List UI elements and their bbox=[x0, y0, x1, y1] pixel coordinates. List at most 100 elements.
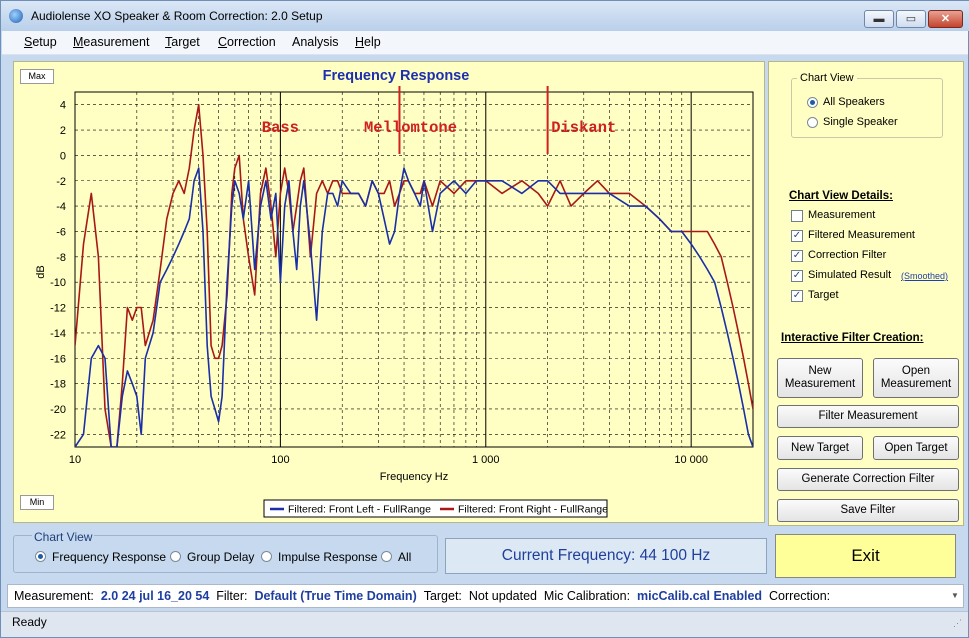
frequency-response-label: Frequency Response bbox=[52, 550, 167, 564]
series-line[interactable] bbox=[75, 103, 753, 447]
minimize-button[interactable]: ▬ bbox=[864, 10, 894, 28]
legend-entry: Filtered: Front Right - FullRange bbox=[458, 504, 608, 516]
all-speakers-radio[interactable] bbox=[807, 97, 818, 108]
target-status-value: Not updated bbox=[468, 589, 537, 603]
chart-title: Frequency Response bbox=[323, 68, 470, 84]
detail-checkbox-3[interactable]: ✓ bbox=[791, 270, 803, 282]
y-tick-label: -14 bbox=[50, 328, 66, 340]
chart-view-group-title: Chart View bbox=[797, 72, 857, 84]
x-axis-label: Frequency Hz bbox=[380, 471, 448, 483]
y-tick-label: -8 bbox=[56, 252, 66, 264]
y-tick-label: 4 bbox=[60, 100, 66, 112]
max-button[interactable]: Max bbox=[20, 69, 54, 84]
new-measurement-button[interactable]: New Measurement bbox=[777, 358, 863, 398]
chart-panel: Max Min 4 2 0 -2 -4 -6 -8 -10 -12 -14 -16 -18 -20 -22… bbox=[13, 61, 765, 523]
right-panel: Chart View All Speakers Single Speaker C… bbox=[768, 61, 964, 526]
maximize-button[interactable]: ▭ bbox=[896, 10, 926, 28]
open-measurement-button[interactable]: Open Measurement bbox=[873, 358, 959, 398]
menu-correction-label: orrection bbox=[227, 35, 276, 49]
detail-checkbox-label-2: Correction Filter bbox=[808, 249, 887, 261]
status-scroll-down-icon[interactable]: ▼ bbox=[951, 591, 959, 600]
new-target-button[interactable]: New Target bbox=[777, 436, 863, 460]
y-tick-label: -16 bbox=[50, 353, 66, 365]
legend-box bbox=[263, 499, 608, 518]
bottom-chart-view-title: Chart View bbox=[32, 530, 95, 544]
measurement-status-label: Measurement: bbox=[14, 589, 94, 603]
menu-measurement-accel: M bbox=[73, 35, 84, 49]
detail-checkbox-1[interactable]: ✓ bbox=[791, 230, 803, 242]
region-annotation: Diskant bbox=[551, 119, 616, 137]
frequency-response-chart[interactable]: 4 2 0 -2 -4 -6 -8 -10 -12 -14 -16 -18 -20 -22 10 100 1 0… bbox=[14, 62, 764, 522]
menu-target-accel: T bbox=[165, 35, 172, 49]
y-tick-label: -2 bbox=[56, 176, 66, 188]
menu-setup[interactable]: Setup bbox=[24, 35, 57, 49]
series-line[interactable] bbox=[75, 167, 753, 447]
title-bar: Audiolense XO Speaker & Room Correction:… bbox=[1, 1, 969, 31]
current-frequency-display: Current Frequency: 44 100 Hz bbox=[445, 538, 767, 574]
menu-setup-accel: S bbox=[24, 35, 33, 49]
detail-checkbox-4[interactable]: ✓ bbox=[791, 290, 803, 302]
y-tick-label: -22 bbox=[50, 429, 66, 441]
close-button[interactable]: ✕ bbox=[928, 10, 963, 28]
menu-analysis[interactable]: Analysis bbox=[292, 35, 339, 49]
min-button[interactable]: Min bbox=[20, 495, 54, 510]
status-info-line: Measurement: 2.0 24 jul 16_20 54 Filter:… bbox=[7, 584, 964, 608]
y-tick-label: -12 bbox=[50, 303, 66, 315]
y-tick-label: 2 bbox=[60, 125, 66, 137]
measurement-status-value: 2.0 24 jul 16_20 54 bbox=[100, 589, 210, 603]
menu-help-label: elp bbox=[364, 35, 381, 49]
region-annotation: Bass bbox=[262, 119, 299, 137]
menu-measurement[interactable]: Measurement bbox=[73, 35, 149, 49]
menu-analysis-label: Analysis bbox=[292, 35, 339, 49]
target-status-label: Target: bbox=[423, 589, 462, 603]
impulse-response-radio[interactable] bbox=[261, 551, 272, 562]
menu-target-label: arget bbox=[171, 35, 200, 49]
status-bar-text: Ready bbox=[12, 615, 47, 629]
menu-correction[interactable]: Correction bbox=[218, 35, 276, 49]
menu-help-accel: H bbox=[355, 35, 365, 49]
exit-button[interactable]: Exit bbox=[775, 534, 956, 578]
all-radio[interactable] bbox=[381, 551, 392, 562]
app-icon bbox=[9, 9, 23, 23]
x-tick-label: 10 000 bbox=[674, 454, 708, 466]
generate-correction-filter-button[interactable]: Generate Correction Filter bbox=[777, 468, 959, 491]
menu-measurement-label: easurement bbox=[83, 35, 150, 49]
impulse-response-label: Impulse Response bbox=[278, 550, 378, 564]
resize-grip-icon[interactable]: ⋰ bbox=[953, 618, 962, 628]
detail-checkbox-0[interactable] bbox=[791, 210, 803, 222]
bottom-chart-view-group bbox=[13, 535, 438, 573]
chart-view-details-title: Chart View Details: bbox=[789, 190, 893, 202]
y-tick-label: -10 bbox=[50, 277, 66, 289]
detail-checkbox-label-3: Simulated Result bbox=[808, 269, 892, 281]
y-tick-label: -18 bbox=[50, 379, 66, 391]
correction-status-label: Correction: bbox=[769, 589, 831, 603]
menu-correction-accel: C bbox=[218, 35, 228, 49]
detail-checkbox-label-1: Filtered Measurement bbox=[808, 229, 915, 241]
filter-measurement-button[interactable]: Filter Measurement bbox=[777, 405, 959, 428]
plot-area bbox=[74, 91, 754, 448]
open-target-button[interactable]: Open Target bbox=[873, 436, 959, 460]
filter-status-label: Filter: bbox=[216, 589, 248, 603]
menu-target[interactable]: Target bbox=[165, 35, 200, 49]
detail-checkbox-label-0: Measurement bbox=[808, 209, 876, 221]
menu-bar: Setup Measurement Target Correction Anal… bbox=[2, 31, 968, 55]
smoothed-link[interactable]: (Smoothed) bbox=[901, 271, 949, 281]
legend-entry: Filtered: Front Left - FullRange bbox=[288, 504, 431, 516]
save-filter-button[interactable]: Save Filter bbox=[777, 499, 959, 522]
detail-checkbox-2[interactable]: ✓ bbox=[791, 250, 803, 262]
chart-view-group bbox=[791, 78, 943, 138]
y-tick-label: -20 bbox=[50, 404, 66, 416]
x-tick-label: 1 000 bbox=[472, 454, 500, 466]
group-delay-radio[interactable] bbox=[170, 551, 181, 562]
menu-help[interactable]: Help bbox=[355, 35, 381, 49]
y-tick-label: 0 bbox=[60, 150, 66, 162]
x-tick-label: 100 bbox=[271, 454, 289, 466]
x-tick-label: 10 bbox=[69, 454, 81, 466]
window-title: Audiolense XO Speaker & Room Correction:… bbox=[31, 9, 323, 23]
frequency-response-radio[interactable] bbox=[35, 551, 46, 562]
group-delay-label: Group Delay bbox=[187, 550, 255, 564]
mic-calibration-value: micCalib.cal Enabled bbox=[637, 589, 763, 603]
all-speakers-label: All Speakers bbox=[823, 96, 885, 108]
single-speaker-radio[interactable] bbox=[807, 117, 818, 128]
all-label: All bbox=[398, 550, 412, 564]
